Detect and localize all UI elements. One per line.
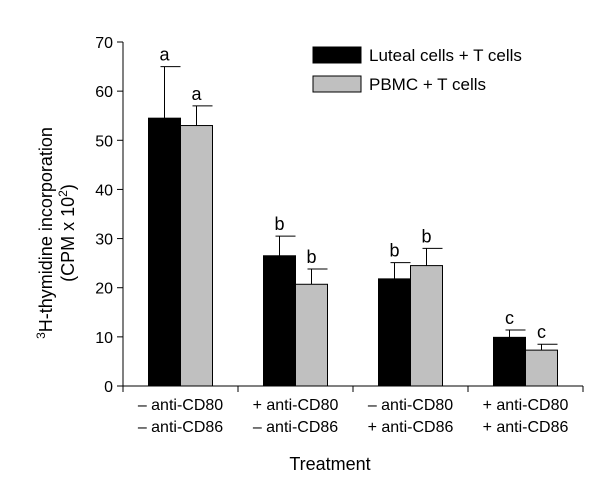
y-label-unit-suffix: ) (58, 184, 78, 190)
bar (493, 336, 526, 387)
x-axis-label: Treatment (289, 454, 370, 474)
y-tick-label: 40 (95, 182, 113, 199)
y-label-prefix: 3 (34, 332, 48, 339)
svg-text:3H-thymidine incorporation: 3H-thymidine incorporation (34, 127, 56, 339)
bar (295, 283, 328, 387)
y-tick-label: 50 (95, 133, 113, 150)
y-tick-label: 60 (95, 84, 113, 101)
bar (180, 125, 213, 387)
y-tick-label: 10 (95, 330, 113, 347)
significance-label: a (159, 45, 170, 65)
category-label-line2: – anti-CD86 (253, 419, 338, 436)
svg-text:(CPM x 102): (CPM x 102) (56, 184, 78, 282)
legend-label-luteal: Luteal cells + T cells (369, 46, 522, 65)
error-bars (160, 66, 558, 351)
y-axis-label: 3H-thymidine incorporation (CPM x 102) (34, 127, 78, 339)
significance-label: a (191, 84, 202, 104)
legend-swatch-luteal (312, 46, 362, 64)
y-tick-label: 20 (95, 281, 113, 298)
category-label-line1: + anti-CD80 (483, 397, 569, 414)
category-label-line2: + anti-CD86 (483, 419, 569, 436)
significance-label: c (505, 308, 514, 328)
y-label-main: H-thymidine incorporation (36, 127, 56, 332)
y-tick-label: 30 (95, 232, 113, 249)
bar (378, 278, 411, 387)
legend-label-pbmc: PBMC + T cells (369, 75, 486, 94)
significance-label: c (537, 322, 546, 342)
category-labels: – anti-CD80 – anti-CD86 + anti-CD80 – anti-… (138, 397, 569, 436)
y-label-unit-exp: 2 (56, 190, 70, 197)
legend: Luteal cells + T cells PBMC + T cells (312, 46, 522, 94)
bar (525, 349, 558, 387)
significance-labels: a a b b b b c c (159, 45, 546, 343)
bar (410, 265, 443, 387)
significance-label: b (274, 214, 284, 234)
category-label-line1: + anti-CD80 (253, 397, 339, 414)
bar (263, 255, 296, 387)
bar (148, 117, 181, 387)
axes: 0 10 20 30 40 50 60 70 (95, 35, 584, 396)
category-label-line1: – anti-CD80 (138, 397, 223, 414)
bars (148, 117, 558, 387)
category-label-line2: – anti-CD86 (138, 419, 223, 436)
category-label-line2: + anti-CD86 (368, 419, 454, 436)
y-tick-label: 70 (95, 35, 113, 52)
y-label-unit-prefix: (CPM x 10 (58, 197, 78, 282)
significance-label: b (421, 226, 431, 246)
legend-swatch-pbmc (312, 75, 362, 93)
significance-label: b (389, 241, 399, 261)
y-tick-label: 0 (104, 379, 113, 396)
significance-label: b (306, 247, 316, 267)
category-label-line1: – anti-CD80 (368, 397, 453, 414)
